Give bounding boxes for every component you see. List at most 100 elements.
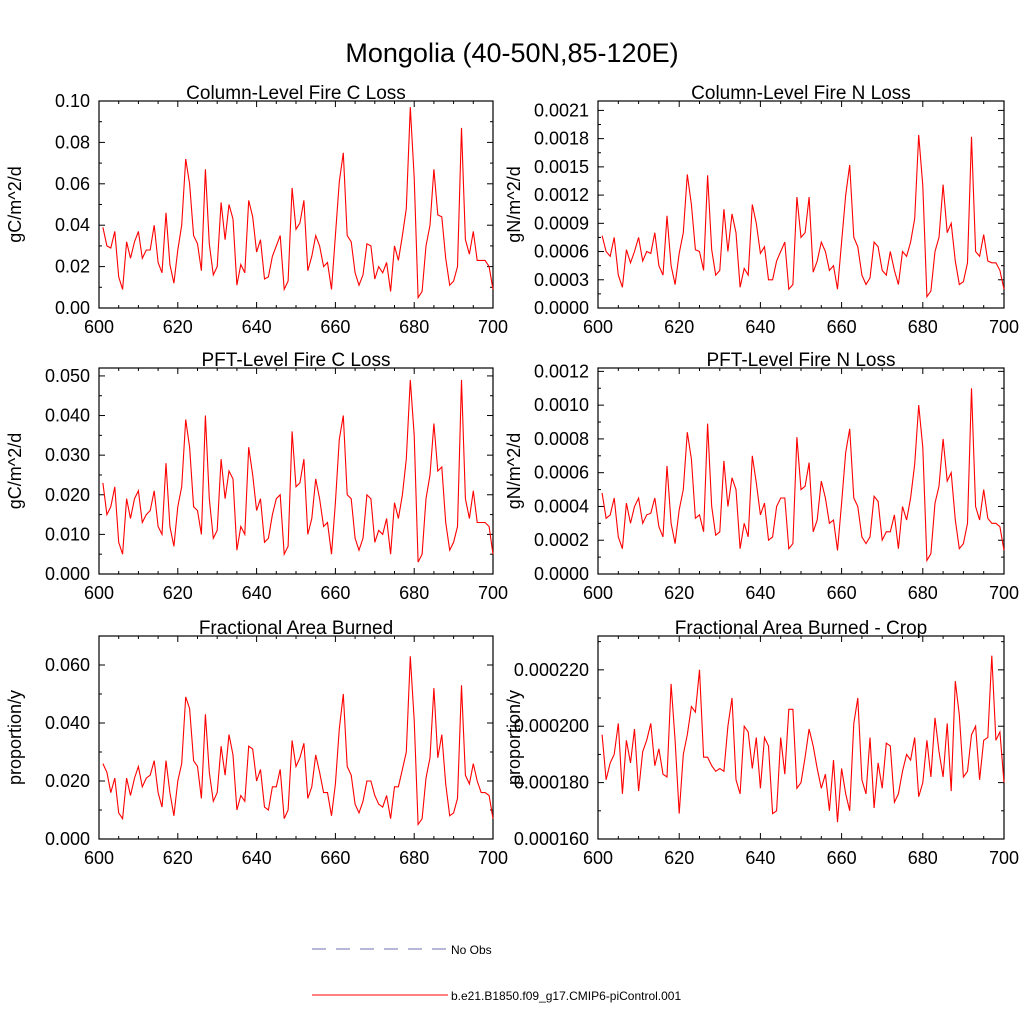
x-tick-label: 700 bbox=[478, 583, 508, 603]
y-axis-label: proportion/y bbox=[504, 690, 524, 785]
plot-frame bbox=[597, 367, 1005, 575]
y-tick-label: 0.000 bbox=[45, 564, 90, 584]
x-tick-label: 660 bbox=[320, 583, 350, 603]
x-tick-label: 680 bbox=[399, 583, 429, 603]
y-tick-label: 0.0021 bbox=[534, 100, 589, 120]
x-tick-label: 660 bbox=[320, 848, 350, 868]
y-tick-label: 0.10 bbox=[55, 91, 90, 111]
y-tick-label: 0.040 bbox=[45, 713, 90, 733]
x-tick-label: 620 bbox=[664, 848, 694, 868]
x-tick-label: 700 bbox=[478, 848, 508, 868]
y-tick-label: 0.000180 bbox=[514, 773, 589, 793]
x-tick-label: 640 bbox=[242, 583, 272, 603]
x-tick-label: 700 bbox=[989, 317, 1019, 337]
x-tick-label: 700 bbox=[478, 317, 508, 337]
y-tick-label: 0.0012 bbox=[534, 361, 589, 381]
y-tick-label: 0.000 bbox=[45, 829, 90, 849]
y-tick-label: 0.0006 bbox=[534, 463, 589, 483]
x-tick-label: 600 bbox=[583, 583, 613, 603]
y-tick-label: 0.030 bbox=[45, 445, 90, 465]
y-tick-label: 0.000220 bbox=[514, 660, 589, 680]
x-tick-label: 640 bbox=[242, 317, 272, 337]
y-tick-label: 0.0012 bbox=[534, 185, 589, 205]
y-axis-label: gN/m^2/d bbox=[504, 433, 524, 509]
x-tick-label: 620 bbox=[163, 848, 193, 868]
y-tick-label: 0.0008 bbox=[534, 429, 589, 449]
series-line bbox=[601, 655, 1005, 823]
y-tick-label: 0.0003 bbox=[534, 270, 589, 290]
y-tick-label: 0.0000 bbox=[534, 298, 589, 318]
x-tick-label: 700 bbox=[989, 583, 1019, 603]
chart-panel-6: Fractional Area Burned - Crop proportion/… bbox=[504, 618, 1019, 868]
series-line bbox=[601, 134, 1005, 299]
y-tick-label: 0.000160 bbox=[514, 829, 589, 849]
x-tick-label: 620 bbox=[163, 583, 193, 603]
x-tick-label: 680 bbox=[399, 848, 429, 868]
y-tick-label: 0.04 bbox=[55, 215, 90, 235]
y-tick-label: 0.0004 bbox=[534, 496, 589, 516]
x-tick-label: 640 bbox=[745, 848, 775, 868]
x-tick-label: 660 bbox=[827, 848, 857, 868]
series-line bbox=[102, 107, 494, 300]
chart-panel-5: Fractional Area Burned proportion/y 600 620… bbox=[5, 618, 508, 868]
x-tick-label: 680 bbox=[908, 317, 938, 337]
panel-title: Fractional Area Burned bbox=[199, 618, 393, 639]
legend-label-no-obs: No Obs bbox=[451, 943, 492, 957]
y-tick-label: 0.0015 bbox=[534, 157, 589, 177]
x-tick-label: 660 bbox=[320, 317, 350, 337]
x-tick-label: 600 bbox=[84, 583, 114, 603]
y-tick-label: 0.08 bbox=[55, 132, 90, 152]
chart-panel-2: Column-Level Fire N Loss gN/m^2/d 600 620 64… bbox=[504, 83, 1019, 337]
x-tick-label: 680 bbox=[908, 848, 938, 868]
x-tick-label: 680 bbox=[399, 317, 429, 337]
y-axis-label: gN/m^2/d bbox=[504, 166, 524, 242]
y-tick-label: 0.0002 bbox=[534, 530, 589, 550]
y-tick-label: 0.040 bbox=[45, 406, 90, 426]
panel-title: PFT-Level Fire N Loss bbox=[707, 350, 896, 371]
plot-frame bbox=[98, 100, 494, 309]
y-tick-label: 0.06 bbox=[55, 174, 90, 194]
y-axis-label: proportion/y bbox=[5, 690, 25, 785]
y-tick-label: 0.020 bbox=[45, 771, 90, 791]
plot-frame bbox=[98, 635, 494, 840]
y-tick-label: 0.0010 bbox=[534, 395, 589, 415]
panel-title: Column-Level Fire N Loss bbox=[691, 83, 911, 104]
y-axis-label: gC/m^2/d bbox=[5, 433, 25, 509]
plot-frame bbox=[597, 100, 1005, 309]
panel-title: Fractional Area Burned - Crop bbox=[675, 618, 927, 639]
chart-panels: Column-Level Fire C Loss gC/m^2/d 600 620 64… bbox=[5, 83, 1019, 868]
y-tick-label: 0.020 bbox=[45, 485, 90, 505]
x-tick-label: 620 bbox=[664, 317, 694, 337]
x-tick-label: 600 bbox=[84, 848, 114, 868]
y-tick-label: 0.010 bbox=[45, 524, 90, 544]
x-tick-label: 640 bbox=[242, 848, 272, 868]
x-tick-label: 660 bbox=[827, 317, 857, 337]
series-line bbox=[601, 388, 1005, 563]
chart-panel-4: PFT-Level Fire N Loss gN/m^2/d 600 620 640 66… bbox=[504, 350, 1019, 603]
chart-panel-1: Column-Level Fire C Loss gC/m^2/d 600 620 64… bbox=[5, 83, 508, 337]
legend: No Obs b.e21.B1850.f09_g17.CMIP6-piContr… bbox=[312, 943, 681, 1003]
y-tick-label: 0.02 bbox=[55, 257, 90, 277]
x-tick-label: 640 bbox=[745, 583, 775, 603]
legend-label-model: b.e21.B1850.f09_g17.CMIP6-piControl.001 bbox=[451, 989, 681, 1003]
y-tick-label: 0.0018 bbox=[534, 129, 589, 149]
x-tick-label: 600 bbox=[84, 317, 114, 337]
x-tick-label: 660 bbox=[827, 583, 857, 603]
plot-frame bbox=[597, 635, 1005, 840]
series-line bbox=[102, 379, 494, 563]
x-tick-label: 640 bbox=[745, 317, 775, 337]
x-tick-label: 620 bbox=[163, 317, 193, 337]
y-tick-label: 0.050 bbox=[45, 366, 90, 386]
y-axis-label: gC/m^2/d bbox=[5, 166, 25, 242]
x-tick-label: 600 bbox=[583, 317, 613, 337]
panel-title: Column-Level Fire C Loss bbox=[186, 83, 406, 104]
figure-title: Mongolia (40-50N,85-120E) bbox=[345, 38, 678, 68]
y-tick-label: 0.0000 bbox=[534, 564, 589, 584]
x-tick-label: 600 bbox=[583, 848, 613, 868]
panel-title: PFT-Level Fire C Loss bbox=[202, 350, 391, 371]
y-tick-label: 0.000200 bbox=[514, 716, 589, 736]
x-tick-label: 680 bbox=[908, 583, 938, 603]
series-line bbox=[102, 656, 494, 827]
y-tick-label: 0.060 bbox=[45, 655, 90, 675]
